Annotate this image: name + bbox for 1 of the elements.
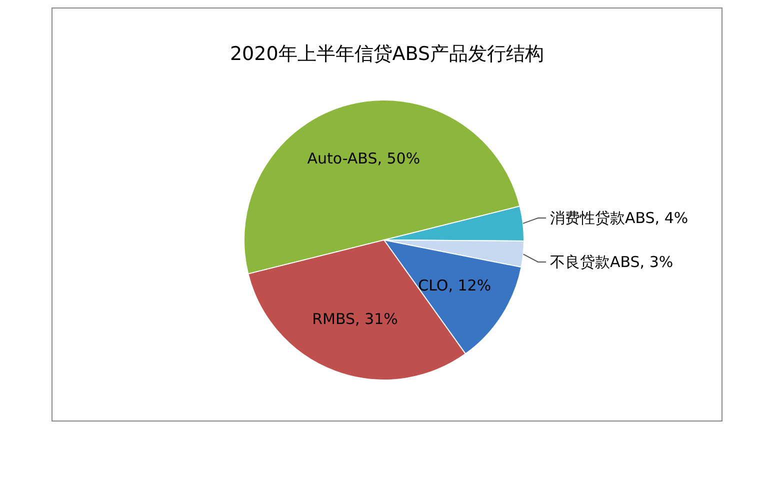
title: 2020年上半年信贷ABS产品发行结构 (230, 43, 544, 65)
